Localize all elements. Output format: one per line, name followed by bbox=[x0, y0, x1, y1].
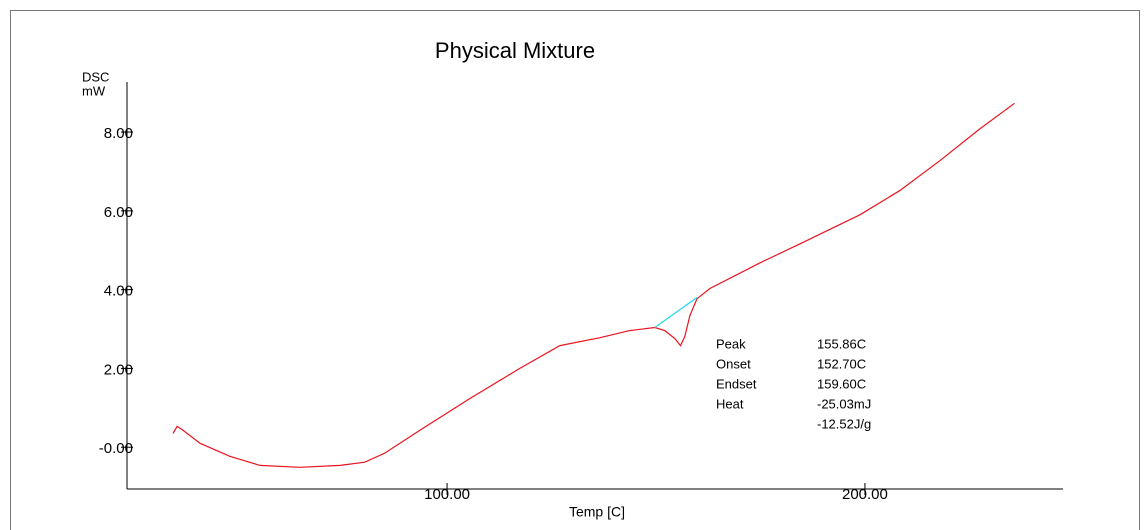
y-tick-label: 2.00 bbox=[104, 361, 133, 378]
curve bbox=[172, 102, 1015, 468]
annotation-value: -25.03mJ bbox=[817, 396, 871, 411]
curve bbox=[654, 297, 698, 328]
chart-title: Physical Mixture bbox=[435, 38, 595, 63]
annotation-label: Peak bbox=[716, 336, 746, 351]
y-axis-label: mW bbox=[82, 83, 106, 98]
annotation-label: Endset bbox=[716, 376, 757, 391]
annotation-value: 155.86C bbox=[817, 336, 866, 351]
x-axis-label: Temp [C] bbox=[569, 504, 625, 520]
annotation-value: -12.52J/g bbox=[817, 416, 871, 431]
annotation-value: 152.70C bbox=[817, 356, 866, 371]
y-tick-label: -0.00 bbox=[99, 440, 133, 457]
x-tick-label: 200.00 bbox=[842, 486, 888, 503]
frame bbox=[10, 10, 1140, 530]
x-tick-label: 100.00 bbox=[424, 486, 470, 503]
annotation-value: 159.60C bbox=[817, 376, 866, 391]
annotation-label: Onset bbox=[716, 356, 751, 371]
annotation-label: Heat bbox=[716, 396, 744, 411]
y-axis-label: DSC bbox=[82, 69, 109, 84]
y-tick-label: 6.00 bbox=[104, 204, 133, 221]
y-tick-label: 4.00 bbox=[104, 283, 133, 300]
y-tick-label: 8.00 bbox=[104, 125, 133, 142]
